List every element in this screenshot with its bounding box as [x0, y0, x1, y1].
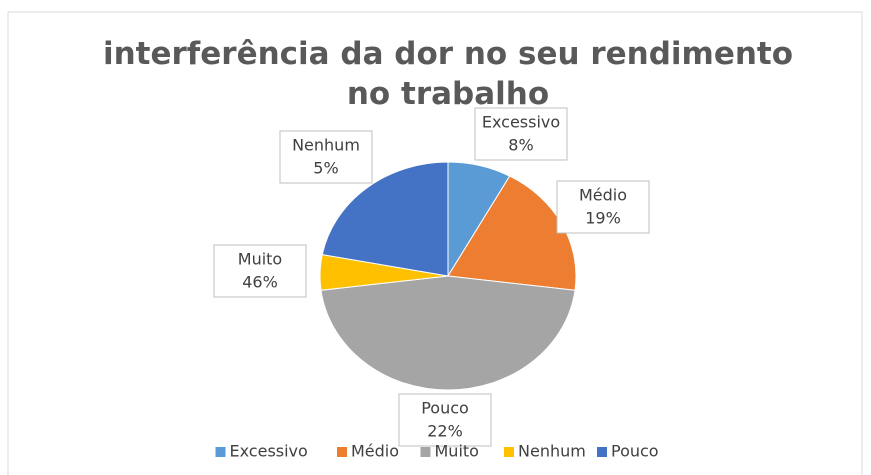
legend-swatch [420, 447, 431, 457]
data-label-box [556, 180, 650, 234]
legend-swatch [337, 447, 347, 457]
legend-label: Médio [351, 442, 399, 461]
data-label-value: 22% [427, 422, 463, 441]
data-label-name: Excessivo [482, 113, 560, 132]
data-label-value: 46% [242, 273, 278, 292]
legend-swatch [215, 447, 226, 457]
data-label-box [474, 107, 568, 161]
data-label-value: 5% [313, 159, 338, 178]
legend-label: Excessivo [230, 442, 308, 461]
data-label-name: Muito [238, 250, 282, 269]
pie-slice [321, 161, 449, 277]
legend-swatch [597, 447, 607, 457]
data-label-name: Nenhum [292, 136, 360, 155]
chart-title: interferência da dor no seu rendimento n… [102, 36, 794, 112]
data-label-name: Médio [579, 186, 627, 205]
legend-label: Nenhum [518, 442, 586, 461]
data-label-box [398, 393, 492, 447]
legend-swatch [504, 447, 514, 457]
data-label-box [279, 130, 373, 184]
pie-slice [320, 275, 576, 391]
data-label-name: Pouco [421, 399, 469, 418]
data-label-box [213, 244, 307, 298]
data-label-value: 19% [585, 209, 621, 228]
legend-label: Muito [435, 442, 479, 461]
legend-label: Pouco [611, 442, 659, 461]
data-label-value: 8% [508, 136, 533, 155]
